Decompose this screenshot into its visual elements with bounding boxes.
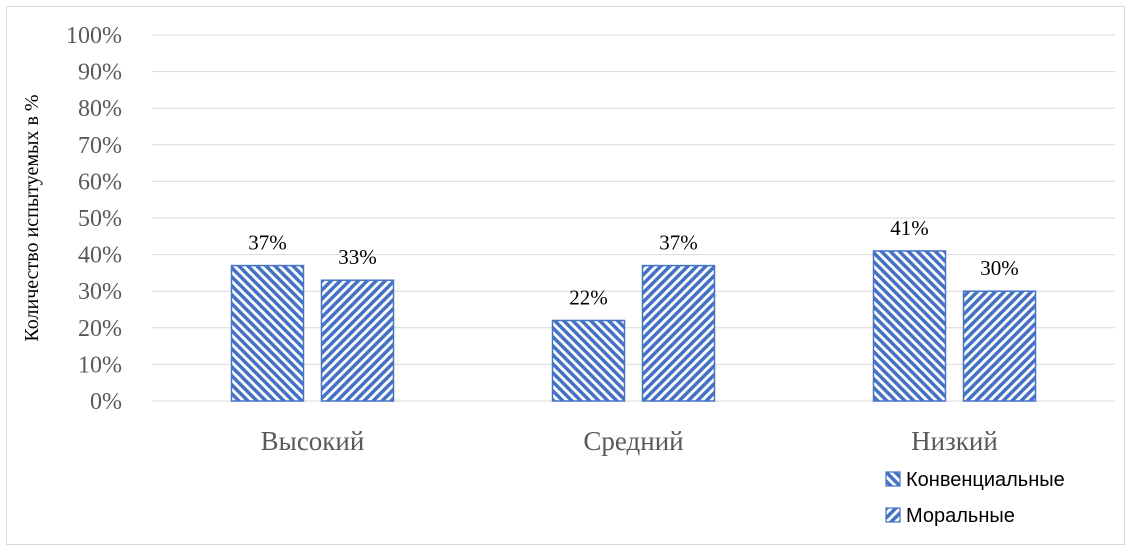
bar-series1: [230, 264, 305, 402]
bar-series2: [962, 290, 1037, 402]
data-label: 41%: [890, 216, 929, 240]
bar-series1: [551, 319, 626, 402]
y-tick-label: 60%: [78, 169, 122, 195]
chart-border: [6, 6, 1125, 545]
y-tick-label: 20%: [78, 316, 122, 342]
y-tick-label: 70%: [78, 133, 122, 159]
x-category-label: Низкий: [911, 426, 998, 456]
bars: [230, 250, 1037, 402]
y-tick-label: 80%: [78, 96, 122, 122]
y-axis-title: Количество испытуемых в %: [21, 94, 43, 341]
y-tick-label: 30%: [78, 279, 122, 305]
legend-label: Конвенциальные: [906, 469, 1065, 491]
legend-swatch: [885, 471, 901, 487]
data-label: 22%: [569, 285, 608, 309]
legend-label: Моральные: [906, 505, 1015, 527]
gridlines: [152, 34, 1115, 402]
data-labels: 37% 33% 22% 37% 41% 30%: [248, 216, 1019, 310]
data-label: 33%: [338, 245, 377, 269]
y-axis-ticks: 0% 10% 20% 30% 40% 50% 60% 70% 80% 90% 100%: [66, 23, 122, 415]
bar-series1: [872, 250, 947, 402]
data-label: 37%: [248, 231, 287, 255]
x-axis-categories: Высокий Средний Низкий: [261, 426, 998, 456]
legend: Конвенциальные Моральные: [885, 469, 1065, 527]
y-tick-label: 90%: [78, 60, 122, 86]
data-label: 37%: [659, 231, 698, 255]
bar-series2: [320, 279, 395, 402]
y-tick-label: 50%: [78, 206, 122, 232]
y-tick-label: 100%: [66, 23, 122, 49]
y-tick-label: 10%: [78, 352, 122, 378]
y-tick-label: 0%: [90, 389, 122, 415]
legend-swatch: [885, 507, 901, 523]
y-tick-label: 40%: [78, 243, 122, 269]
data-label: 30%: [980, 256, 1019, 280]
x-category-label: Высокий: [261, 426, 365, 456]
x-category-label: Средний: [583, 426, 683, 456]
bar-series2: [641, 264, 716, 402]
